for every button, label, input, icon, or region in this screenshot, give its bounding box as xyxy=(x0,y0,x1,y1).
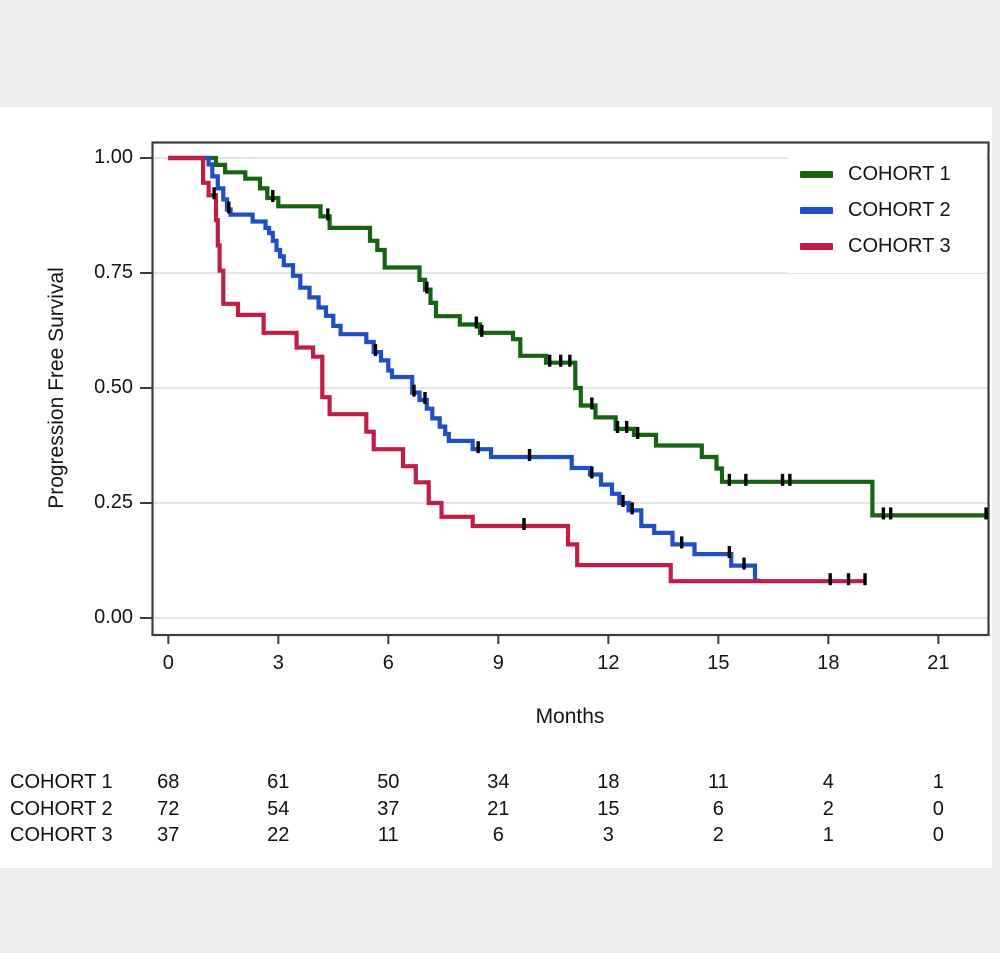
risk-count: 61 xyxy=(267,771,290,793)
y-axis-title: Progression Free Survival xyxy=(45,267,68,509)
y-tick-label: 0.25 xyxy=(94,491,133,513)
legend-item-cohort-1: COHORT 1 xyxy=(788,156,986,192)
risk-count: 0 xyxy=(932,798,944,820)
x-tick-label: 18 xyxy=(817,652,840,674)
plot-frame xyxy=(151,141,990,637)
risk-count: 72 xyxy=(157,798,180,820)
risk-count: 15 xyxy=(597,798,620,820)
risk-table-row: COHORT 3 37 22 11 6 3 2 1 0 xyxy=(0,824,1000,848)
legend-item-cohort-2: COHORT 2 xyxy=(788,192,986,228)
legend-swatch-cohort-2-icon xyxy=(800,206,833,214)
risk-row-label: COHORT 1 xyxy=(10,771,113,793)
risk-count: 2 xyxy=(822,798,834,820)
x-tick-label: 12 xyxy=(597,652,620,674)
legend-item-label: COHORT 3 xyxy=(848,234,951,257)
risk-count: 2 xyxy=(712,824,724,846)
legend-item-label: COHORT 1 xyxy=(848,162,951,185)
risk-count: 11 xyxy=(707,771,729,793)
risk-table-row: COHORT 2 72 54 37 21 15 6 2 0 xyxy=(0,798,1000,822)
risk-count: 68 xyxy=(157,771,180,793)
risk-count: 4 xyxy=(822,771,834,793)
risk-count: 34 xyxy=(487,771,510,793)
y-tick-label: 0.00 xyxy=(94,606,133,628)
legend: COHORT 1 COHORT 2 COHORT 3 xyxy=(788,146,986,273)
series-line-cohort-1 xyxy=(168,155,989,518)
x-axis-title: Months xyxy=(535,705,605,728)
risk-count: 6 xyxy=(492,824,504,846)
legend-item-label: COHORT 2 xyxy=(848,198,951,221)
risk-count: 54 xyxy=(267,798,290,820)
x-tick-label: 9 xyxy=(492,652,504,674)
series-line-cohort-2 xyxy=(168,155,761,583)
risk-count: 0 xyxy=(932,824,944,846)
risk-count: 1 xyxy=(822,824,834,846)
risk-count: 1 xyxy=(932,771,944,793)
legend-swatch-cohort-1-icon xyxy=(800,170,833,178)
x-tick-label: 6 xyxy=(382,652,394,674)
x-tick-label: 15 xyxy=(707,652,730,674)
risk-table-row: COHORT 1 68 61 50 34 18 11 4 1 xyxy=(0,771,1000,795)
risk-count: 37 xyxy=(377,798,400,820)
y-tick-label: 0.50 xyxy=(94,376,133,398)
risk-count: 18 xyxy=(597,771,620,793)
legend-swatch-cohort-3-icon xyxy=(800,242,833,250)
y-tick-label: 0.75 xyxy=(94,261,133,283)
risk-row-label: COHORT 2 xyxy=(10,798,113,820)
risk-count: 50 xyxy=(377,771,400,793)
y-tick-label: 1.00 xyxy=(94,146,133,168)
risk-count: 21 xyxy=(487,798,510,820)
risk-count: 22 xyxy=(267,824,290,846)
series-line-cohort-3 xyxy=(168,155,867,584)
x-tick-label: 3 xyxy=(272,652,284,674)
x-tick-label: 21 xyxy=(927,652,950,674)
risk-row-label: COHORT 3 xyxy=(10,824,113,846)
risk-count: 37 xyxy=(157,824,180,846)
risk-count: 11 xyxy=(377,824,399,846)
risk-count: 3 xyxy=(602,824,614,846)
risk-count: 6 xyxy=(712,798,724,820)
legend-item-cohort-3: COHORT 3 xyxy=(788,228,986,264)
x-tick-label: 0 xyxy=(162,652,174,674)
